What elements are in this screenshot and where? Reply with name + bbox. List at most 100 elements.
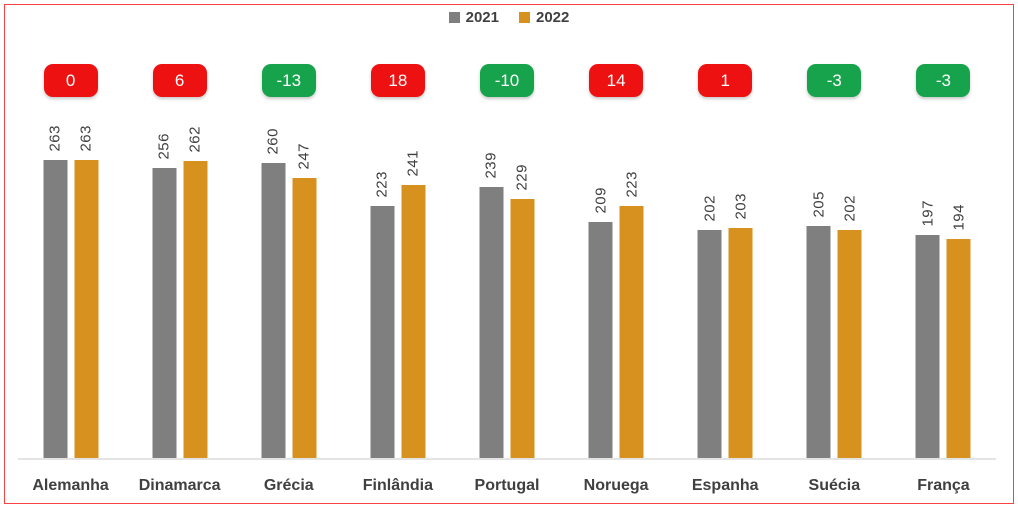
delta-badge: 0 (43, 64, 98, 97)
bar-column: 205 (806, 191, 831, 460)
category-label: Grécia (263, 477, 314, 494)
bar-value-label: 229 (513, 164, 531, 191)
bar-2022 (74, 160, 99, 460)
category-label: Suécia (808, 477, 861, 494)
bar-2021 (43, 160, 68, 460)
bar-pair: 260 247 (261, 128, 317, 460)
delta-badge: 6 (152, 64, 207, 97)
bar-pair: 256 262 (152, 126, 208, 460)
country-group: -3 197 194 França (889, 0, 998, 508)
bar-column: 263 (74, 125, 99, 460)
bar-2021 (806, 226, 831, 460)
bar-2021 (152, 168, 177, 460)
category-label: Finlândia (362, 477, 433, 494)
category-label: França (917, 477, 970, 494)
bar-column: 262 (183, 126, 208, 460)
bar-column: 263 (43, 125, 68, 460)
bar-column: 256 (152, 133, 177, 460)
bar-column: 260 (261, 128, 286, 460)
category-label: Espanha (691, 477, 759, 494)
country-group: 14 209 223 Noruega (562, 0, 671, 508)
bar-2021 (588, 222, 613, 460)
country-group: -10 239 229 Portugal (452, 0, 561, 508)
chart-groups: 0 263 263 Alemanha 6 256 262 Dinamarca -13 260 247… (16, 0, 998, 508)
bar-column: 223 (619, 171, 644, 460)
x-axis-line (18, 458, 996, 460)
bar-pair: 202 203 (697, 193, 753, 460)
bar-value-label: 202 (701, 195, 719, 222)
delta-badge: 1 (698, 64, 753, 97)
bar-value-label: 209 (592, 187, 610, 214)
bar-column: 197 (915, 200, 940, 460)
delta-badge: 18 (370, 64, 425, 97)
bar-2022 (728, 228, 753, 460)
bar-value-label: 241 (404, 150, 422, 177)
legend-swatch-2021 (448, 12, 460, 23)
bar-2022 (183, 161, 208, 460)
bar-2022 (837, 230, 862, 460)
country-group: 0 263 263 Alemanha (16, 0, 125, 508)
bar-2021 (261, 163, 286, 460)
delta-badge: -3 (807, 64, 862, 97)
bar-value-label: 239 (482, 152, 500, 179)
bar-2022 (619, 206, 644, 460)
legend-label-2021: 2021 (465, 9, 499, 26)
country-group: 18 223 241 Finlândia (343, 0, 452, 508)
bar-value-label: 260 (264, 128, 282, 155)
bar-column: 247 (292, 143, 317, 460)
bar-2022 (510, 199, 535, 460)
bar-column: 203 (728, 193, 753, 460)
country-group: -3 205 202 Suécia (780, 0, 889, 508)
bar-column: 209 (588, 187, 613, 460)
legend-label-2022: 2022 (536, 9, 570, 26)
bar-value-label: 194 (950, 204, 968, 231)
bar-2021 (370, 206, 395, 460)
category-label: Portugal (474, 477, 540, 494)
category-label: Alemanha (32, 477, 109, 494)
bar-value-label: 205 (810, 191, 828, 218)
bar-2021 (697, 230, 722, 460)
legend-item-2021: 2021 (448, 9, 499, 26)
bar-value-label: 263 (77, 125, 95, 152)
bar-2022 (946, 239, 971, 460)
bar-value-label: 262 (186, 126, 204, 153)
bar-pair: 209 223 (588, 171, 644, 460)
bar-2021 (479, 187, 504, 460)
bar-value-label: 223 (623, 171, 641, 198)
legend-swatch-2022 (519, 12, 530, 23)
bar-column: 241 (401, 150, 426, 460)
delta-badge: -10 (479, 64, 534, 97)
bar-column: 223 (370, 171, 395, 460)
bar-value-label: 256 (155, 133, 173, 160)
bar-column: 194 (946, 204, 971, 460)
bar-pair: 197 194 (915, 200, 971, 460)
delta-badge: -3 (916, 64, 971, 97)
bar-column: 229 (510, 164, 535, 460)
bar-value-label: 197 (919, 200, 937, 227)
legend-item-2022: 2022 (519, 9, 569, 26)
bar-value-label: 247 (295, 143, 313, 170)
chart-legend: 2021 2022 (0, 9, 1018, 26)
bar-value-label: 263 (46, 125, 64, 152)
bar-pair: 263 263 (43, 125, 99, 460)
category-label: Noruega (583, 477, 649, 494)
country-group: -13 260 247 Grécia (234, 0, 343, 508)
delta-badge: -13 (261, 64, 316, 97)
bar-2022 (401, 185, 426, 460)
bar-value-label: 223 (373, 171, 391, 198)
delta-badge: 14 (589, 64, 644, 97)
bar-pair: 239 229 (479, 152, 535, 460)
bar-pair: 205 202 (806, 191, 862, 460)
country-group: 1 202 203 Espanha (671, 0, 780, 508)
bar-pair: 223 241 (370, 150, 426, 460)
bar-column: 202 (697, 195, 722, 460)
bar-column: 202 (837, 195, 862, 460)
bar-value-label: 203 (732, 193, 750, 220)
bar-2022 (292, 178, 317, 460)
bar-column: 239 (479, 152, 504, 460)
bar-value-label: 202 (841, 195, 859, 222)
bar-2021 (915, 235, 940, 460)
category-label: Dinamarca (138, 477, 221, 494)
country-group: 6 256 262 Dinamarca (125, 0, 234, 508)
